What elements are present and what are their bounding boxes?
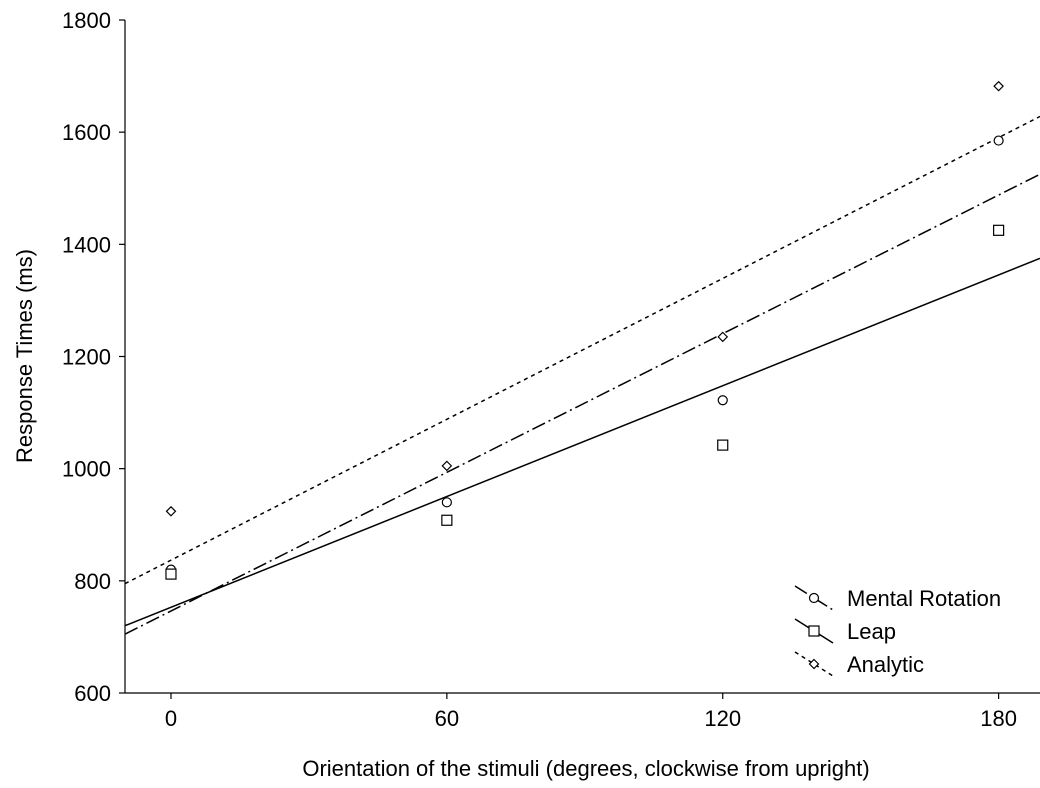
data-markers xyxy=(165,80,1005,580)
analytic-point xyxy=(165,505,177,517)
analytic-fit-line xyxy=(124,115,1040,585)
y-tick-label: 1000 xyxy=(62,457,111,482)
y-tick-label: 1200 xyxy=(62,345,111,370)
legend-analytic-label: Analytic xyxy=(847,652,924,677)
y-tick-label: 1400 xyxy=(62,232,111,257)
analytic-point xyxy=(717,331,729,343)
x-tick-label: 180 xyxy=(980,706,1017,731)
analytic-point xyxy=(993,80,1004,92)
mental-rotation-point xyxy=(717,395,728,406)
leap-point xyxy=(993,224,1005,236)
legend: Mental Rotation Leap Analytic xyxy=(794,585,1001,677)
legend-mental-rotation-label: Mental Rotation xyxy=(847,586,1001,611)
leap-point xyxy=(717,439,729,451)
legend-mental-rotation-line xyxy=(794,585,834,611)
leap-point xyxy=(165,568,177,580)
analytic-point xyxy=(441,460,453,472)
legend-analytic-marker xyxy=(808,658,820,670)
leap-point xyxy=(441,514,453,526)
y-axis-title: Response Times (ms) xyxy=(12,249,37,463)
legend-leap-label: Leap xyxy=(847,619,896,644)
leap-fit-line xyxy=(124,257,1040,627)
fit-lines xyxy=(124,115,1040,635)
x-tick-label: 120 xyxy=(704,706,741,731)
y-tick-label: 800 xyxy=(74,569,111,594)
legend-mental-rotation-marker xyxy=(808,592,820,604)
y-tick-label: 1600 xyxy=(62,120,111,145)
mental-rotation-point xyxy=(993,135,1004,146)
y-tick-label: 600 xyxy=(74,681,111,706)
y-tick-label: 1800 xyxy=(62,8,111,33)
ticks: 0 60 120 180 600 800 1000 1200 1400 1600 1800 xyxy=(62,8,1017,731)
mental-rotation-fit-line xyxy=(124,173,1040,635)
x-tick-label: 0 xyxy=(165,706,177,731)
x-tick-label: 60 xyxy=(435,706,459,731)
x-axis-title: Orientation of the stimuli (degrees, clo… xyxy=(302,756,869,781)
legend-leap-marker xyxy=(808,625,820,637)
mental-rotation-point xyxy=(441,497,452,508)
